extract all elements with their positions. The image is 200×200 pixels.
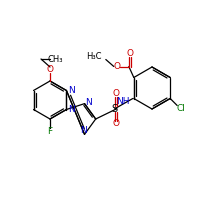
- Text: CH₃: CH₃: [47, 54, 63, 64]
- Text: S: S: [112, 104, 118, 114]
- Text: O: O: [113, 62, 120, 71]
- Text: N: N: [80, 126, 87, 135]
- Text: F: F: [47, 128, 53, 136]
- Text: N: N: [68, 86, 75, 95]
- Text: N: N: [85, 98, 92, 107]
- Text: O: O: [126, 49, 133, 58]
- Text: O: O: [112, 119, 119, 128]
- Text: H₃C: H₃C: [86, 52, 102, 61]
- Text: O: O: [112, 89, 119, 98]
- Text: NH: NH: [117, 97, 130, 106]
- Text: N: N: [68, 105, 75, 114]
- Text: Cl: Cl: [177, 104, 186, 113]
- Text: O: O: [46, 66, 54, 74]
